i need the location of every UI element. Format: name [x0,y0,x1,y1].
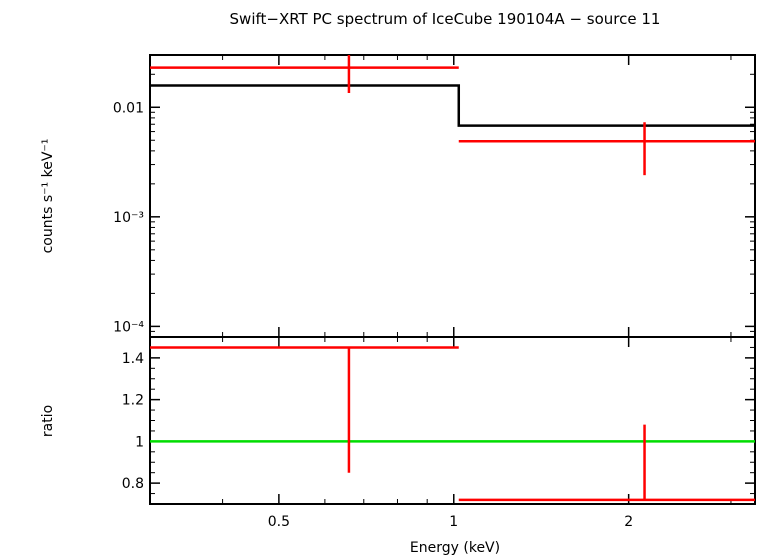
ratio-frame [149,336,756,505]
ratio-panel: 0.5 1 2 1.4 1.2 1 0.8 [122,336,756,530]
y-tick-label: 1 [135,434,144,450]
y-tick-label: 1.4 [122,351,144,367]
y-tick-label: 10⁻⁴ [113,319,144,335]
y-tick-label: 10⁻³ [113,210,144,226]
x-axis-label: Energy (keV) [410,540,500,556]
y-tick-label: 0.8 [122,476,144,492]
y-tick-label: 0.01 [113,100,144,116]
spectrum-panel: 0.01 10⁻³ 10⁻⁴ [113,54,756,338]
chart-title: Swift−XRT PC spectrum of IceCube 190104A… [230,10,661,28]
x-tick-label: 0.5 [268,514,290,530]
spectrum-frame [149,54,756,338]
x-tick-label: 1 [449,514,458,530]
y-tick-label: 1.2 [122,393,144,409]
model-step-line [150,84,755,127]
ratio-y-axis-label: ratio [40,405,56,437]
x-tick-label: 2 [624,514,633,530]
spectrum-y-axis-label: counts s⁻¹ keV⁻¹ [40,139,56,254]
